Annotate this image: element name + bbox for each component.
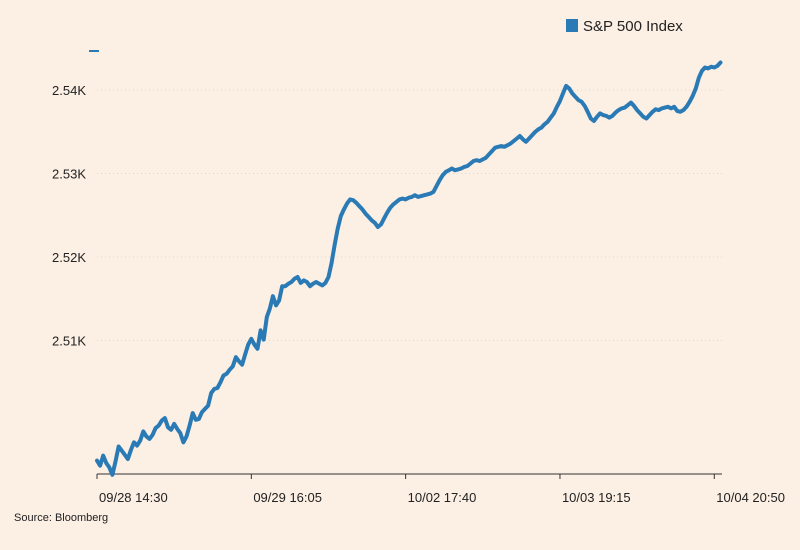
y-tick-label: 2.54K: [52, 83, 86, 98]
y-tick-label: 2.52K: [52, 250, 86, 265]
y-tick-label: 2.53K: [52, 167, 86, 182]
x-tick-label: 09/28 14:30: [99, 490, 168, 505]
y-axis-ticks: 2.51K 2.52K 2.53K 2.54K: [52, 83, 86, 348]
legend-swatch: [566, 19, 578, 32]
source-note: Source: Bloomberg: [14, 512, 108, 524]
series-line-sp500: [95, 60, 723, 477]
x-tick-label: 10/02 17:40: [408, 490, 477, 505]
x-tick-label: 10/04 20:50: [716, 490, 785, 505]
legend-label: S&P 500 Index: [583, 18, 683, 35]
y-tick-label: 2.51K: [52, 333, 86, 348]
x-axis-ticks: 09/28 14:30 09/29 16:05 10/02 17:40 10/03 1…: [96, 474, 785, 505]
grid-lines: [97, 89, 722, 341]
x-tick-label: 10/03 19:15: [562, 490, 631, 505]
x-tick-label: 09/29 16:05: [253, 490, 322, 505]
legend: S&P 500 Index: [566, 18, 683, 35]
